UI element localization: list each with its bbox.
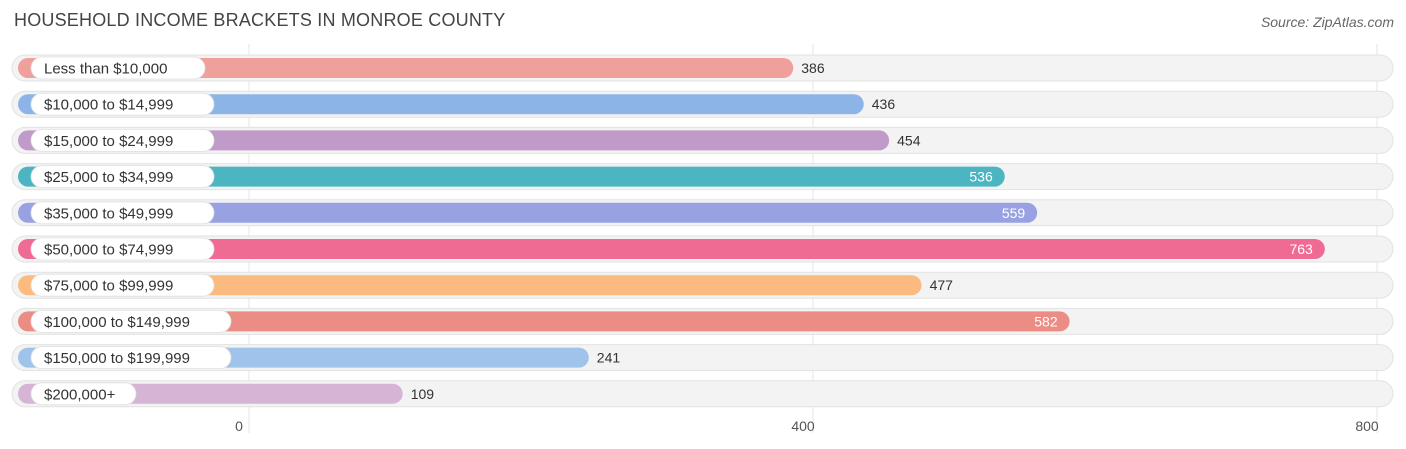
category-pill [30, 309, 232, 333]
value-label: 436 [872, 96, 896, 112]
bar-8 [18, 311, 1070, 332]
category-pill [30, 273, 215, 297]
chart-title: HOUSEHOLD INCOME BRACKETS IN MONROE COUN… [14, 10, 506, 30]
category-pill [30, 165, 215, 189]
value-label: 559 [1002, 205, 1026, 221]
category-label: $25,000 to $34,999 [44, 169, 173, 186]
category-label: $100,000 to $149,999 [44, 314, 190, 331]
value-label: 763 [1289, 241, 1313, 257]
tick-label-400: 400 [791, 418, 815, 434]
bar-5 [18, 202, 1038, 223]
tick-label-800: 800 [1355, 418, 1379, 434]
category-pill [30, 346, 232, 370]
category-label: Less than $10,000 [44, 61, 167, 78]
category-label: $15,000 to $24,999 [44, 133, 173, 150]
bar-7 [18, 275, 922, 296]
category-label: $10,000 to $14,999 [44, 97, 173, 114]
value-label: 477 [930, 277, 954, 293]
value-label: 536 [969, 169, 993, 185]
category-label: $50,000 to $74,999 [44, 242, 173, 259]
value-label: 386 [801, 60, 825, 76]
value-label: 454 [897, 132, 921, 148]
tick-label-0: 0 [235, 418, 243, 434]
bar-2 [18, 94, 864, 115]
category-label: $35,000 to $49,999 [44, 205, 173, 222]
category-pill [30, 237, 215, 261]
source-label: Source: ZipAtlas.com [1260, 14, 1394, 30]
category-label: $150,000 to $199,999 [44, 350, 190, 367]
category-label: $200,000+ [44, 386, 116, 403]
value-label: 109 [411, 386, 435, 402]
value-label: 582 [1034, 313, 1058, 329]
bar-6 [18, 239, 1325, 259]
category-pill [30, 92, 215, 116]
category-pill [30, 201, 215, 225]
value-label: 241 [597, 350, 621, 366]
category-pill [30, 128, 215, 152]
bar-1 [18, 58, 794, 78]
category-pill [30, 382, 137, 406]
category-pill [30, 56, 206, 80]
bar-4 [18, 166, 1005, 187]
bar-3 [18, 130, 890, 151]
category-label: $75,000 to $99,999 [44, 278, 173, 295]
